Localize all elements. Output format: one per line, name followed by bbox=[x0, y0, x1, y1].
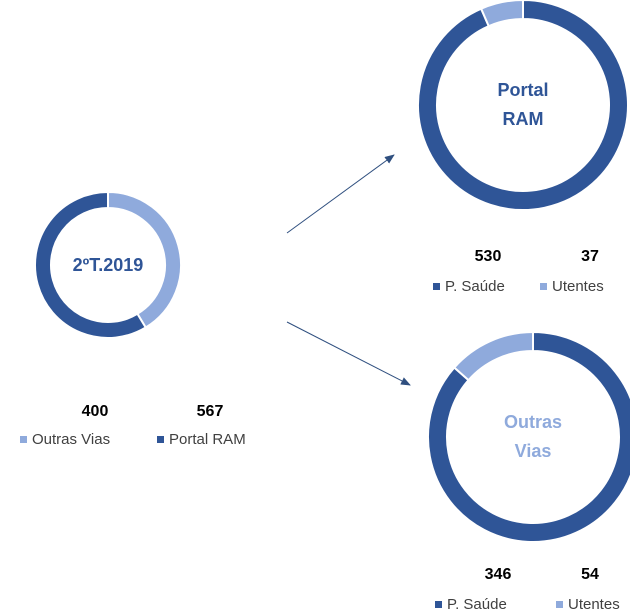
legend-swatch bbox=[157, 436, 164, 443]
legend-swatch bbox=[20, 436, 27, 443]
value-label: 346 bbox=[485, 566, 512, 583]
value-label: 567 bbox=[197, 403, 224, 420]
legend-label: Utentes bbox=[568, 596, 620, 613]
arrow bbox=[286, 321, 411, 386]
legend-swatch bbox=[540, 283, 547, 290]
donut-segment bbox=[427, 330, 630, 543]
legend-label: P. Saúde bbox=[445, 278, 505, 295]
center-title: 2ºT.2019 bbox=[72, 254, 144, 275]
legend-label: Outras Vias bbox=[32, 431, 110, 448]
value-label: 400 bbox=[82, 403, 109, 420]
legend-label: Utentes bbox=[552, 278, 604, 295]
legend-label: P. Saúde bbox=[447, 596, 507, 613]
donut-segment bbox=[34, 190, 148, 339]
center-title: Portal RAM bbox=[497, 80, 549, 129]
legend-swatch bbox=[435, 601, 442, 608]
legend-swatch bbox=[433, 283, 440, 290]
donut-segment bbox=[452, 330, 534, 382]
donut-segment bbox=[417, 0, 629, 211]
value-label: 37 bbox=[581, 248, 599, 265]
legend-swatch bbox=[556, 601, 563, 608]
arrow bbox=[286, 154, 395, 234]
donut-segment bbox=[479, 0, 524, 28]
center-title: Outras Vias bbox=[503, 412, 563, 461]
value-label: 54 bbox=[581, 566, 599, 583]
value-label: 530 bbox=[475, 248, 502, 265]
legend-label: Portal RAM bbox=[169, 431, 246, 448]
